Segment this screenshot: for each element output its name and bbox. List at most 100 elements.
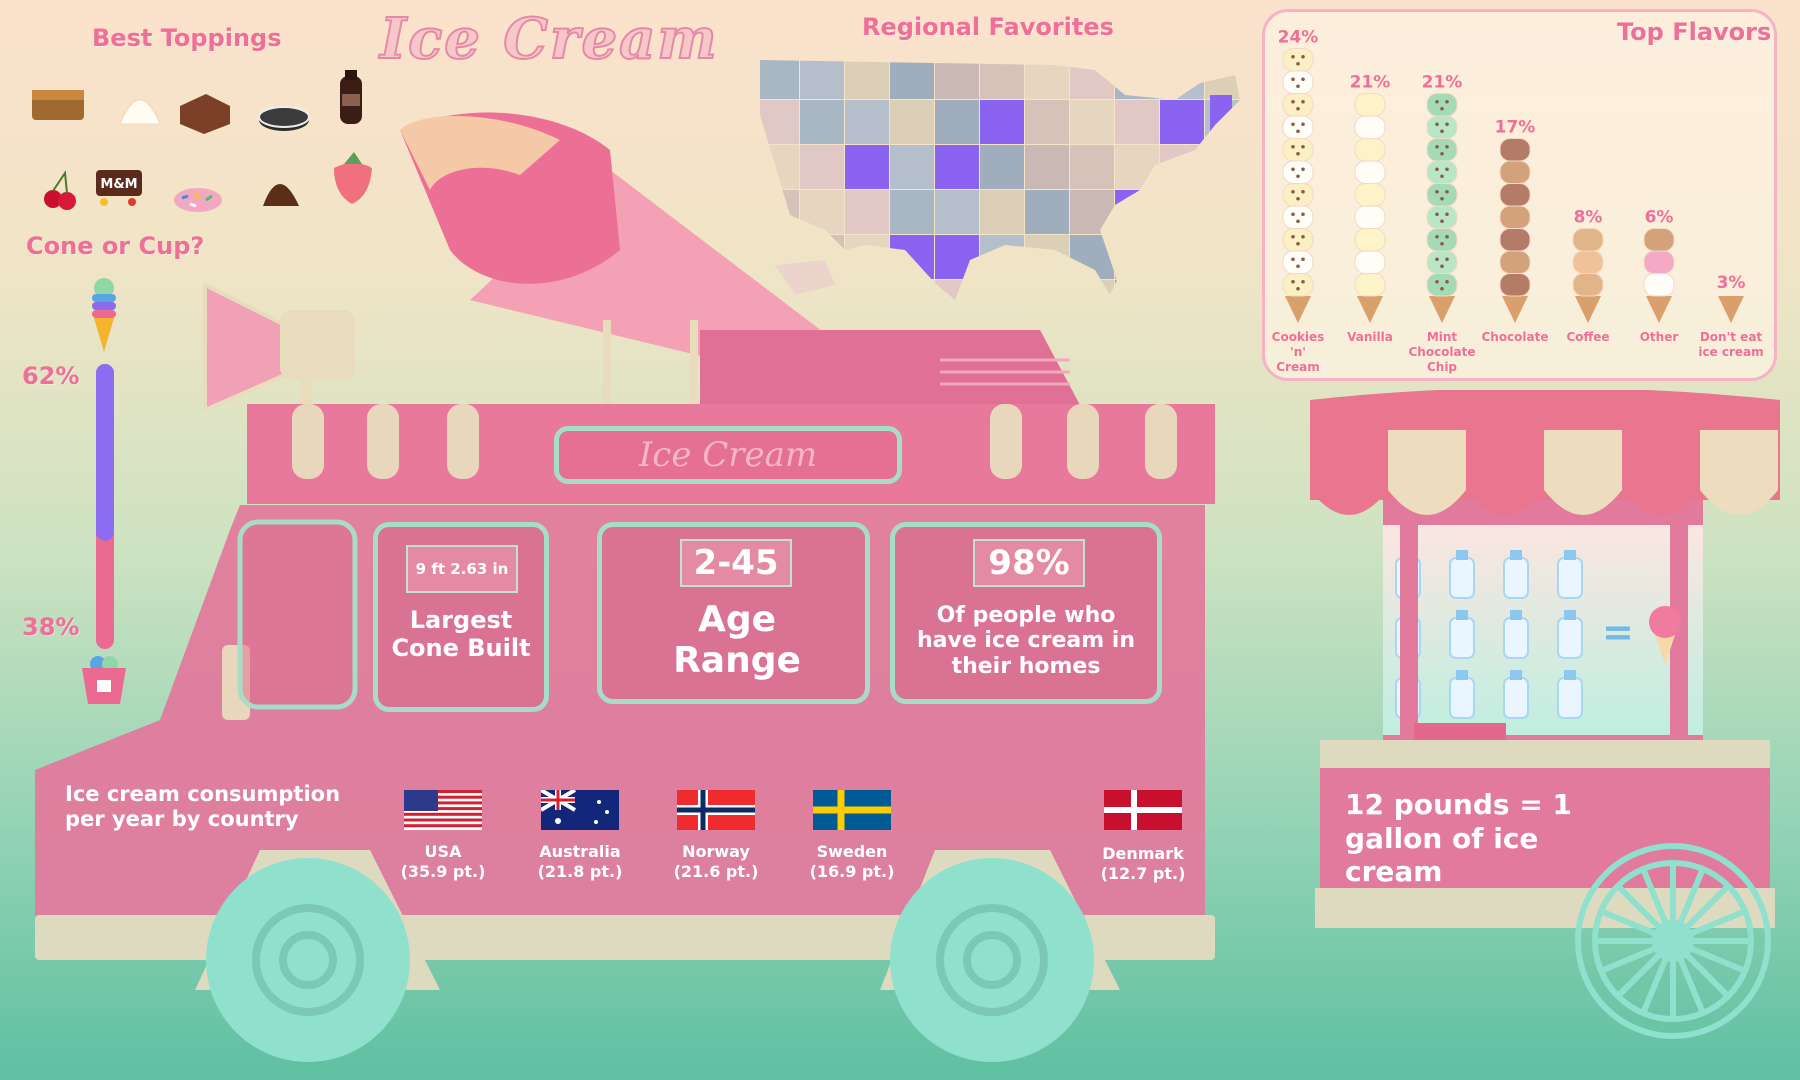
cart-awning-stripe	[1466, 430, 1544, 515]
flavor-category-label: Don't eat ice cream	[1698, 330, 1763, 359]
country-label: Norway (21.6 pt.)	[661, 842, 771, 882]
sprinkles-icon	[174, 188, 222, 212]
map-state	[890, 145, 934, 189]
regional-favorites-heading: Regional Favorites	[862, 13, 1114, 41]
country-consumption: (21.6 pt.)	[673, 862, 759, 881]
ice-cream-cart	[1310, 390, 1780, 1039]
milk-bottle-icon	[1449, 610, 1475, 659]
scoop	[1282, 138, 1314, 162]
driver-window	[237, 519, 358, 710]
milk-bottle-icon	[1557, 610, 1583, 659]
map-state	[845, 100, 889, 144]
scoop	[1354, 273, 1386, 297]
flavor-percent-label: 3%	[1717, 273, 1746, 293]
chocolate-chip-icon	[263, 184, 299, 206]
scoop	[1354, 183, 1386, 207]
alaska	[775, 260, 835, 295]
cone-icon	[1357, 296, 1383, 323]
us-map	[760, 60, 1240, 300]
map-state	[935, 145, 979, 189]
cone-icon	[1575, 296, 1601, 323]
sweden-flag-icon	[813, 790, 891, 830]
country-label: USA (35.9 pt.)	[388, 842, 498, 882]
stat-label: Of people who have ice cream in their ho…	[916, 603, 1136, 679]
whipped-cream-icon	[119, 99, 161, 125]
cart-awning-stripe	[1310, 430, 1388, 515]
strawberry-icon	[334, 152, 372, 204]
cone-percentage: 62%	[22, 362, 80, 390]
map-state	[1025, 60, 1069, 99]
flavor-percent-label: 17%	[1495, 118, 1536, 138]
scoop	[1426, 273, 1458, 297]
cone-icon	[1502, 296, 1528, 323]
country-name: Norway	[682, 842, 750, 861]
scoop	[1282, 48, 1314, 72]
map-state	[980, 100, 1024, 144]
scoop	[1354, 228, 1386, 252]
cone-icon	[1646, 296, 1672, 323]
cart-awning-stripe	[1544, 430, 1622, 515]
flavor-percent-label: 21%	[1422, 73, 1463, 93]
country-label: Australia (21.8 pt.)	[525, 842, 635, 882]
oreo-cookie-icon	[258, 106, 310, 131]
map-state	[845, 190, 889, 234]
scoop	[1499, 228, 1531, 252]
country-name: USA	[424, 842, 462, 861]
denmark-flag-icon	[1104, 790, 1182, 830]
scoop	[1499, 273, 1531, 297]
top-flavors-chart: 24% Cookies'n' Cream 21% Vanilla 21% Mint Choco…	[1272, 28, 1764, 375]
scoop	[1643, 250, 1675, 274]
cup-percentage: 38%	[22, 613, 80, 641]
map-state	[935, 190, 979, 234]
scoop	[1282, 205, 1314, 229]
flavor-category-label: Cookies'n' Cream	[1272, 330, 1325, 374]
scoop	[1282, 93, 1314, 117]
milk-bottle-icon	[1503, 550, 1529, 599]
scoop	[1572, 228, 1604, 252]
map-state	[890, 60, 934, 99]
scoop	[1499, 160, 1531, 184]
norway-flag-icon	[677, 790, 755, 830]
map-state	[935, 60, 979, 99]
stat-label: Age Range	[673, 599, 801, 682]
map-state	[800, 145, 844, 189]
scoop	[1426, 93, 1458, 117]
svg-text:M&M: M&M	[100, 177, 137, 192]
flavor-percent-label: 6%	[1645, 208, 1674, 228]
cone-cup-graphic	[82, 278, 126, 704]
milk-bottle-icon	[1503, 610, 1529, 659]
map-state	[1160, 100, 1204, 144]
giant-cone-icon	[400, 112, 860, 405]
cone-icon	[1718, 296, 1744, 323]
scoop	[1499, 183, 1531, 207]
cart-fact: 12 pounds = 1 gallon of ice cream	[1345, 788, 1573, 889]
scoop	[1426, 250, 1458, 274]
cone-share-fill	[96, 364, 114, 541]
cone-icon	[1285, 296, 1311, 323]
best-toppings-heading: Best Toppings	[92, 24, 282, 52]
map-state	[980, 190, 1024, 234]
scoop	[1572, 273, 1604, 297]
ice-cream-cone-icon	[92, 278, 116, 352]
scoop	[1426, 228, 1458, 252]
flavor-category-label: Vanilla	[1347, 330, 1393, 344]
scoop	[1282, 250, 1314, 274]
map-state	[980, 145, 1024, 189]
scoop	[1572, 250, 1604, 274]
map-state	[1025, 190, 1069, 234]
australia-flag-icon	[541, 790, 619, 830]
milk-bottle-icon	[1557, 550, 1583, 599]
map-state	[980, 60, 1024, 99]
milk-bottle-icon	[1449, 670, 1475, 719]
ice-cream-scoop-icon	[1649, 606, 1681, 665]
map-state	[935, 100, 979, 144]
scoop	[1282, 228, 1314, 252]
flavor-percent-label: 24%	[1278, 28, 1319, 48]
caramel-bar-icon	[32, 90, 84, 120]
map-state	[1070, 145, 1114, 189]
map-state	[1070, 100, 1114, 144]
scoop	[1499, 138, 1531, 162]
scoop	[1282, 70, 1314, 94]
cone-icon	[1429, 296, 1455, 323]
megaphone-icon	[203, 281, 355, 414]
